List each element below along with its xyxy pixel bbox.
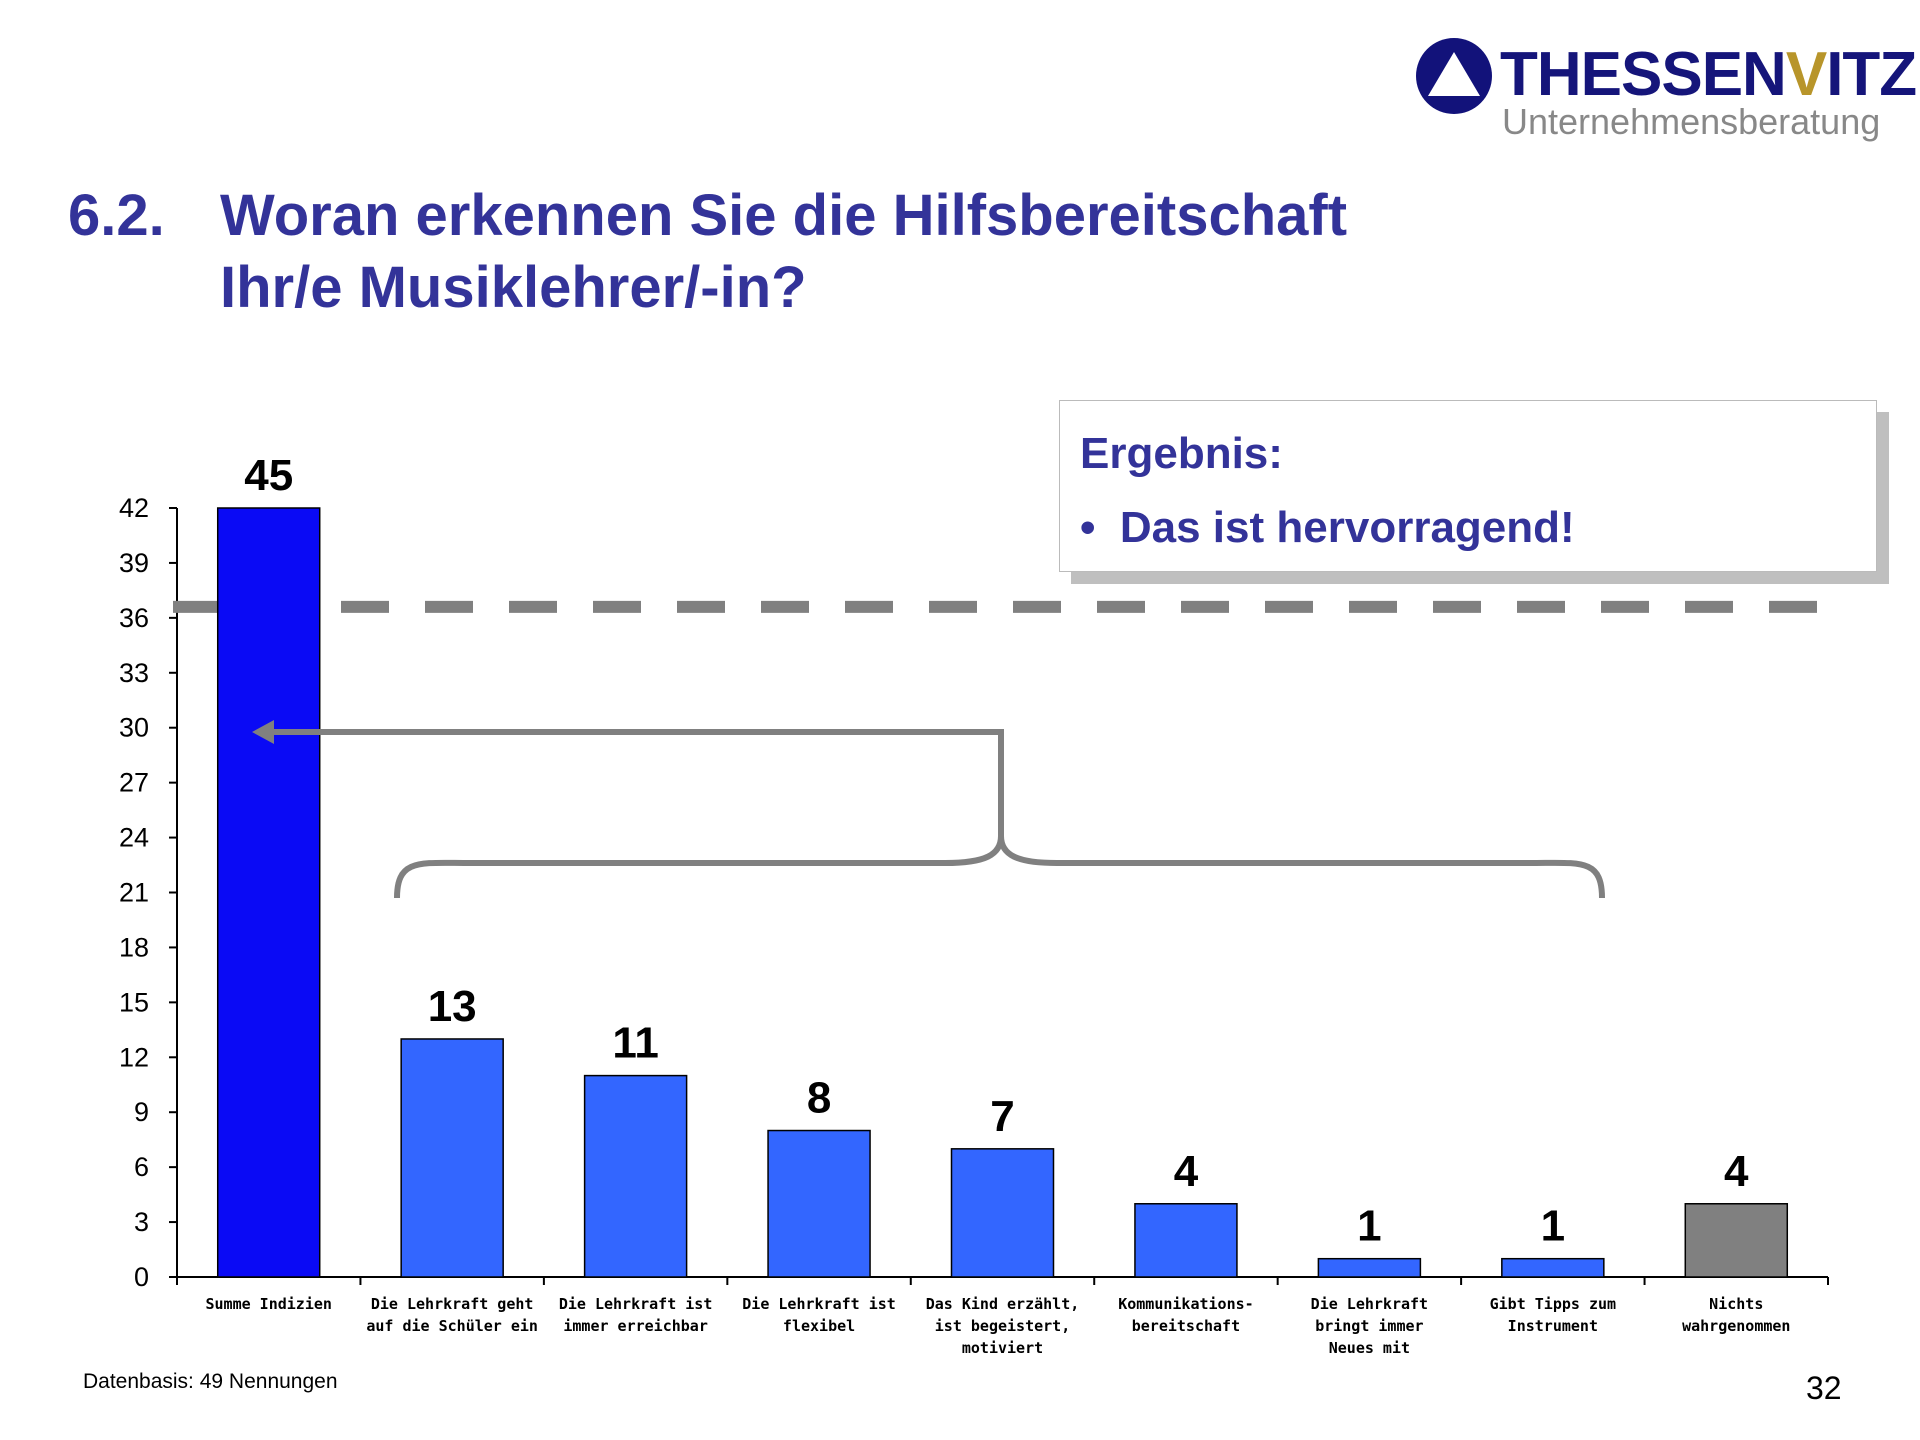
bar xyxy=(1317,1257,1422,1278)
x-category-label: bereitschaft xyxy=(1132,1317,1240,1335)
x-category-label: flexibel xyxy=(783,1317,855,1335)
x-category-label: Kommunikations- xyxy=(1118,1295,1253,1313)
bar xyxy=(1684,1203,1789,1278)
title-line-2: Ihr/e Musiklehrer/-in? xyxy=(220,255,807,320)
result-box: Ergebnis: • Das ist hervorragend! xyxy=(1059,400,1877,572)
result-text: Das ist hervorragend! xyxy=(1119,503,1575,552)
bar xyxy=(216,507,321,1278)
title-line-1: Woran erkennen Sie die Hilfsbereitschaft xyxy=(220,183,1348,248)
y-tick-label: 36 xyxy=(119,603,149,633)
result-heading: Ergebnis: xyxy=(1080,429,1283,478)
x-category-label: ist begeistert, xyxy=(935,1317,1070,1335)
title-number: 6.2. xyxy=(68,183,165,248)
y-tick-label: 21 xyxy=(119,878,149,908)
y-tick-label: 9 xyxy=(134,1097,149,1127)
y-tick-label: 18 xyxy=(119,932,149,962)
y-tick-label: 0 xyxy=(134,1262,149,1292)
x-category-label: motiviert xyxy=(962,1339,1043,1357)
x-category-label: auf die Schüler ein xyxy=(366,1317,538,1335)
data-label: 8 xyxy=(807,1074,831,1123)
bullet-icon: • xyxy=(1080,503,1096,552)
y-tick-label: 3 xyxy=(134,1207,149,1237)
bar xyxy=(583,1074,688,1278)
x-category-label: Die Lehrkraft xyxy=(1311,1295,1428,1313)
x-category-label: Nichts xyxy=(1709,1295,1763,1313)
data-label: 1 xyxy=(1541,1202,1565,1251)
y-tick-label: 12 xyxy=(119,1042,149,1072)
x-category-label: Neues mit xyxy=(1329,1339,1410,1357)
y-tick-label: 39 xyxy=(119,548,149,578)
x-category-label: immer erreichbar xyxy=(563,1317,708,1335)
bar xyxy=(400,1038,504,1278)
x-category-label: Die Lehrkraft ist xyxy=(742,1295,896,1313)
x-category-label: Die Lehrkraft geht xyxy=(371,1295,534,1313)
grouping-bracket xyxy=(394,835,1605,899)
data-label: 13 xyxy=(428,982,477,1031)
arrow-head-icon xyxy=(252,720,274,744)
logo-name: THESSENVITZ xyxy=(1500,40,1917,109)
x-category-label: wahrgenommen xyxy=(1682,1317,1790,1335)
data-label: 7 xyxy=(990,1092,1014,1141)
data-label: 45 xyxy=(244,451,293,500)
x-category-label: Die Lehrkraft ist xyxy=(559,1295,713,1313)
bar xyxy=(1501,1257,1605,1278)
data-label: 4 xyxy=(1724,1147,1749,1196)
x-category-label: Gibt Tipps zum xyxy=(1490,1295,1616,1313)
x-category-label: Das Kind erzählt, xyxy=(926,1295,1080,1313)
y-tick-label: 27 xyxy=(119,768,149,798)
page-number: 32 xyxy=(1806,1370,1842,1406)
y-tick-label: 33 xyxy=(119,658,149,688)
x-category-label: Instrument xyxy=(1508,1317,1598,1335)
result-item: • Das ist hervorragend! xyxy=(1080,503,1575,553)
company-logo: THESSENVITZ Unternehmensberatung xyxy=(1416,36,1917,146)
y-tick-label: 24 xyxy=(119,823,149,853)
data-basis-note: Datenbasis: 49 Nennungen xyxy=(83,1370,338,1393)
bar xyxy=(950,1148,1055,1278)
bar xyxy=(1134,1203,1238,1278)
logo-subtitle: Unternehmensberatung xyxy=(1502,101,1881,142)
bar xyxy=(767,1129,871,1278)
data-label: 4 xyxy=(1174,1147,1199,1196)
y-tick-label: 30 xyxy=(119,713,149,743)
y-tick-label: 15 xyxy=(119,987,149,1017)
data-label: 11 xyxy=(612,1019,659,1068)
y-tick-label: 42 xyxy=(119,493,149,523)
logo-triangle-icon xyxy=(1416,38,1492,114)
x-category-label: Summe Indizien xyxy=(206,1295,332,1313)
arrow-line xyxy=(270,729,1004,836)
x-category-label: bringt immer xyxy=(1315,1317,1423,1335)
data-label: 1 xyxy=(1357,1202,1381,1251)
y-tick-label: 6 xyxy=(134,1152,149,1182)
